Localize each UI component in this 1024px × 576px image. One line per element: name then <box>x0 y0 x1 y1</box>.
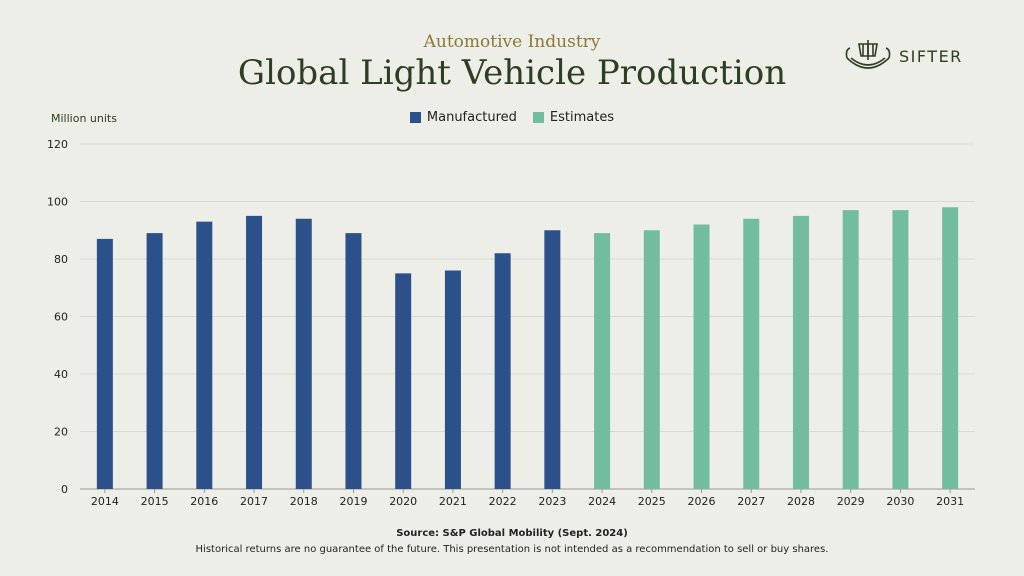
x-tick-label: 2027 <box>737 495 765 508</box>
bar-estimates-2027 <box>743 218 760 489</box>
x-tick-label: 2029 <box>837 495 865 508</box>
x-tick-label: 2022 <box>489 495 517 508</box>
y-tick-label: 100 <box>47 196 68 209</box>
x-tick-label: 2023 <box>538 495 566 508</box>
x-tick-label: 2026 <box>688 495 716 508</box>
bar-manufactured-2016 <box>196 221 213 489</box>
bar-manufactured-2018 <box>295 218 312 489</box>
x-tick-label: 2020 <box>389 495 417 508</box>
y-tick-label: 40 <box>54 368 68 381</box>
source-note: Source: S&P Global Mobility (Sept. 2024) <box>396 528 628 539</box>
legend-item-manufactured: Manufactured <box>409 110 517 125</box>
x-tick-label: 2030 <box>886 495 914 508</box>
x-tick-label: 2016 <box>190 495 218 508</box>
brand-logo: SIFTER <box>843 36 963 76</box>
bar-manufactured-2017 <box>246 215 263 489</box>
bar-manufactured-2021 <box>444 270 461 489</box>
y-tick-label: 80 <box>54 253 68 266</box>
y-tick-label: 20 <box>54 426 68 439</box>
bar-estimates-2025 <box>643 230 660 489</box>
legend-label-manufactured: Manufactured <box>426 110 517 125</box>
bar-estimates-2029 <box>842 210 859 489</box>
y-tick-label: 60 <box>54 311 68 324</box>
x-tick-label: 2028 <box>787 495 815 508</box>
bar-estimates-2024 <box>594 233 611 489</box>
bar-manufactured-2022 <box>494 253 511 489</box>
legend-label-estimates: Estimates <box>549 110 615 125</box>
x-tick-label: 2017 <box>240 495 268 508</box>
x-tick-label: 2021 <box>439 495 467 508</box>
bar-manufactured-2014 <box>96 238 113 489</box>
x-tick-label: 2018 <box>290 495 318 508</box>
y-axis-label: Million units <box>51 112 117 125</box>
bar-manufactured-2023 <box>544 230 561 489</box>
viking-ship-icon <box>845 40 891 69</box>
bar-manufactured-2015 <box>146 233 163 489</box>
bar-manufactured-2020 <box>395 273 412 489</box>
legend-item-estimates: Estimates <box>532 110 615 125</box>
x-tick-label: 2014 <box>91 495 119 508</box>
x-tick-label: 2031 <box>936 495 964 508</box>
disclaimer-note: Historical returns are no guarantee of t… <box>195 544 829 555</box>
x-tick-label: 2015 <box>141 495 169 508</box>
y-tick-label: 120 <box>47 138 68 151</box>
bar-estimates-2031 <box>942 207 959 489</box>
bar-estimates-2026 <box>693 224 710 489</box>
legend-swatch-manufactured <box>409 112 421 123</box>
x-tick-label: 2025 <box>638 495 666 508</box>
x-tick-label: 2024 <box>588 495 616 508</box>
chart-title: Global Light Vehicle Production <box>237 53 787 93</box>
brand-name: SIFTER <box>899 46 963 66</box>
bar-estimates-2030 <box>892 210 909 489</box>
bar-manufactured-2019 <box>345 233 362 489</box>
chart-subtitle: Automotive Industry <box>423 32 601 52</box>
y-tick-label: 0 <box>61 483 68 496</box>
chart-legend: Manufactured Estimates <box>0 110 1024 125</box>
legend-swatch-estimates <box>532 112 544 123</box>
bar-estimates-2028 <box>792 215 809 489</box>
x-tick-label: 2019 <box>339 495 367 508</box>
